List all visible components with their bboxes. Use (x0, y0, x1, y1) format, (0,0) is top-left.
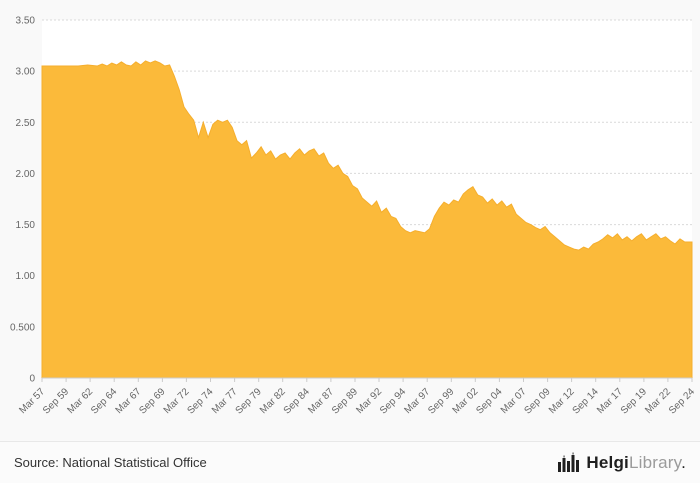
x-tick-label: Sep 79 (234, 386, 264, 416)
x-tick-label: Sep 09 (523, 386, 553, 416)
y-tick-label: 2.00 (16, 169, 36, 180)
x-tick-label: Sep 89 (330, 386, 360, 416)
x-tick-label: Sep 19 (619, 386, 649, 416)
area-series (41, 60, 693, 379)
y-tick-label: 1.00 (16, 271, 36, 282)
x-tick-label: Sep 24 (667, 386, 697, 416)
y-tick-label: 3.00 (16, 67, 36, 78)
brand-logo[interactable]: HelgiLibrary. (557, 452, 686, 474)
y-tick-label: 3.50 (16, 16, 36, 27)
x-tick-label: Sep 59 (41, 386, 71, 416)
helgi-bars-icon (558, 452, 580, 472)
x-tick-label: Sep 69 (137, 386, 167, 416)
area-chart: 0 0.500 1.00 1.50 2.00 2.50 3.00 3.50 Mar 57 Sep … (10, 16, 697, 417)
y-tick-label: 0 (29, 374, 35, 385)
x-tick-label: Sep 64 (89, 386, 119, 416)
source-label: Source: National Statistical Office (14, 455, 207, 470)
y-tick-label: 0.500 (10, 322, 35, 333)
y-tick-label: 1.50 (16, 220, 36, 231)
x-tick-label: Sep 74 (185, 386, 215, 416)
x-tick-label: Sep 99 (426, 386, 456, 416)
x-tick-label: Sep 94 (378, 386, 408, 416)
x-tick-label: Sep 14 (571, 386, 601, 416)
brand-name: HelgiLibrary. (586, 452, 686, 472)
x-tick-label: Sep 84 (282, 386, 312, 416)
y-tick-label: 2.50 (16, 118, 36, 129)
x-tick-label: Sep 04 (474, 386, 504, 416)
footer: Source: National Statistical Office Helg… (0, 441, 700, 483)
